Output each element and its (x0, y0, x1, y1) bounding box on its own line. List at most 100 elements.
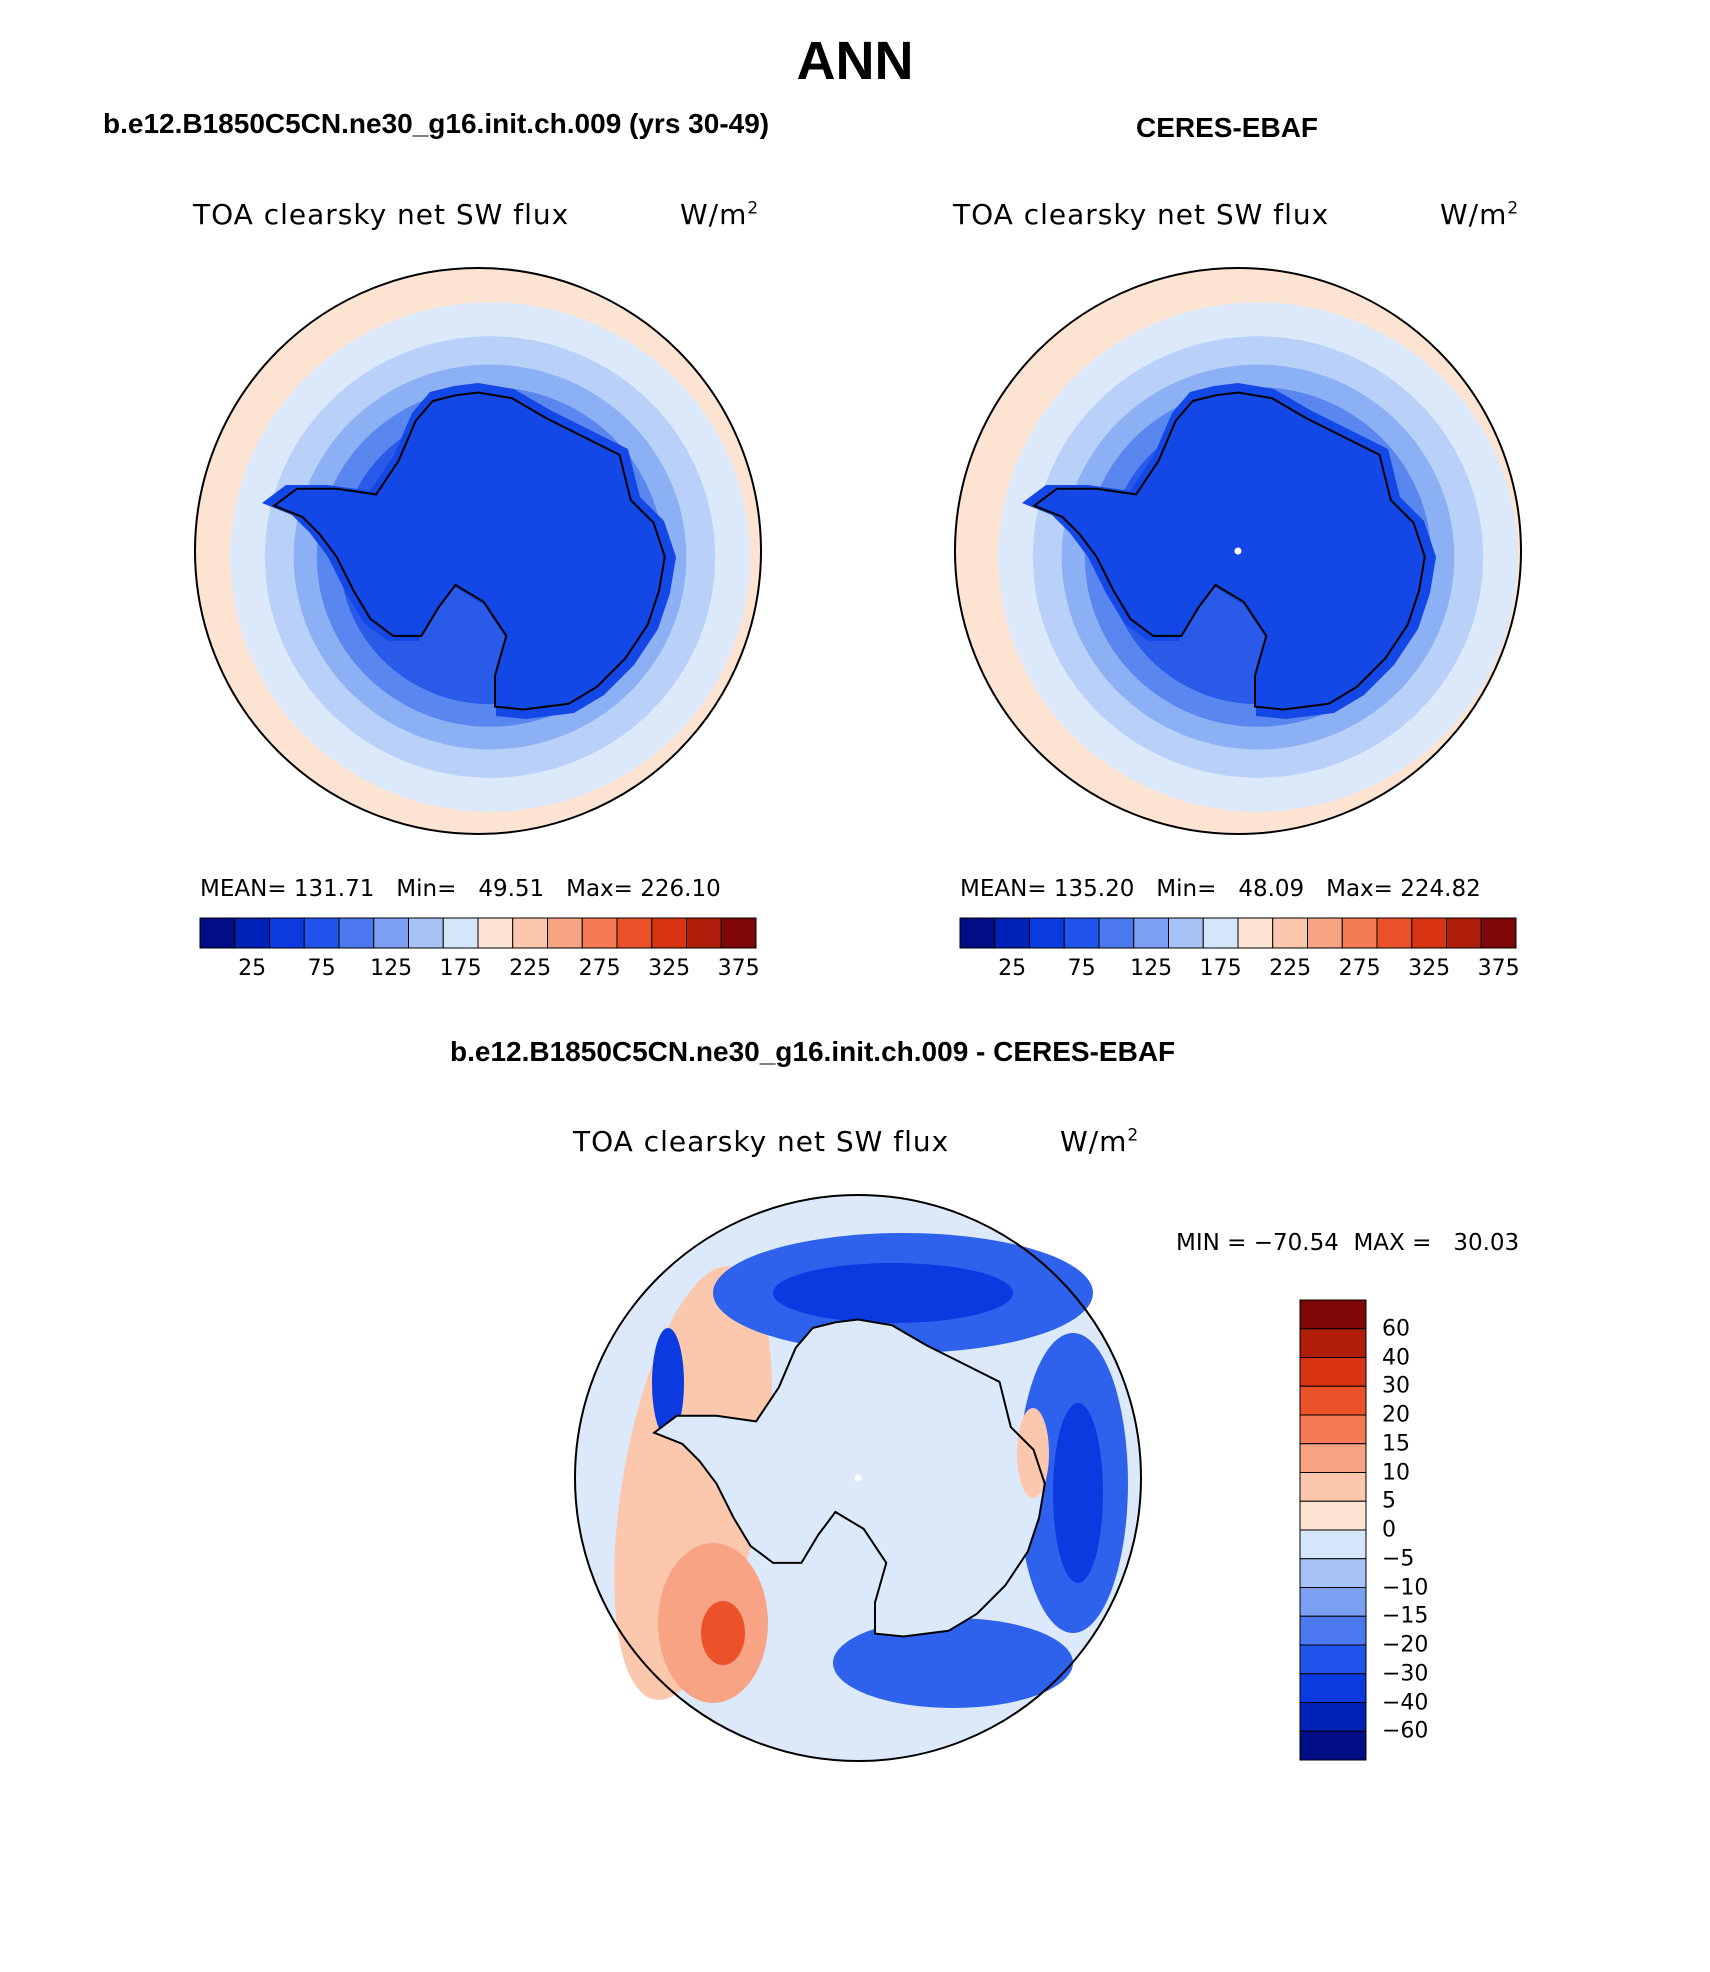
antarctica-coastline (1032, 391, 1426, 711)
colorbar-box (1299, 1472, 1367, 1502)
colorbar-tick-label: 20 (1382, 1402, 1410, 1428)
panel-2-heading: CERES-EBAF (1136, 112, 1319, 143)
colorbar-box (1272, 917, 1308, 949)
colorbar-tick-label: 275 (1338, 956, 1381, 981)
colorbar-box (651, 917, 687, 949)
panel-2-variable: TOA clearsky net SW flux (953, 198, 1330, 231)
colorbar-tick-label: −5 (1382, 1546, 1415, 1572)
colorbar-tick-label: 40 (1382, 1345, 1410, 1370)
colorbar-tick-label: 325 (1408, 956, 1451, 981)
colorbar-tick-label: 225 (509, 956, 552, 981)
panel-3-difference-map (574, 1194, 1142, 1762)
colorbar-tick-label: 5 (1382, 1488, 1396, 1514)
colorbar-box (442, 917, 479, 949)
colorbar-box (581, 917, 618, 949)
colorbar-box (1299, 1587, 1367, 1617)
colorbar-tick-label: 275 (578, 956, 621, 981)
colorbar-box (1411, 917, 1447, 949)
continent-fill (654, 1319, 1045, 1637)
colorbar-tick-label: 325 (648, 956, 691, 981)
panel-3-variable: TOA clearsky net SW flux (573, 1125, 950, 1158)
colorbar-box (234, 917, 270, 949)
panel-1-stats: MEAN= 131.71 Min= 49.51 Max= 226.10 (200, 876, 721, 902)
colorbar-tick-label: 10 (1382, 1460, 1410, 1485)
colorbar-tick-label: −40 (1382, 1690, 1429, 1715)
colorbar-box (1133, 917, 1169, 949)
colorbar-box (1299, 1357, 1367, 1387)
colorbar-tick-label: 0 (1382, 1517, 1396, 1543)
negative-anomaly-east-core (1053, 1403, 1103, 1583)
colorbar-box (1237, 917, 1274, 949)
colorbar-box (1098, 917, 1135, 949)
colorbar-box (477, 917, 514, 949)
panel-2-units: W/m2 (1440, 198, 1520, 231)
colorbar-box (1299, 1558, 1367, 1588)
colorbar-tick-label: 25 (998, 956, 1027, 981)
colorbar-box (1446, 917, 1482, 949)
colorbar-box (1299, 1644, 1367, 1675)
colorbar-box (1063, 917, 1100, 949)
colorbar-box (303, 917, 340, 949)
colorbar-box (1299, 1702, 1367, 1732)
negative-anomaly-north-core (773, 1263, 1013, 1323)
colorbar-tick-label: −15 (1382, 1603, 1429, 1629)
antarctica-coastline (652, 1318, 1046, 1638)
panel-1-units: W/m2 (680, 198, 760, 231)
colorbar-box (1202, 917, 1239, 949)
colorbar-box (1341, 917, 1378, 949)
panel-1-colorbar-labels: 25 75 125 175 225 275 325 375 (200, 956, 760, 986)
map-boundary (574, 1194, 1142, 1762)
map-boundary (194, 267, 762, 835)
negative-anomaly-peninsula (652, 1328, 684, 1438)
colorbar-box (373, 917, 409, 949)
panel-1-polar-map (194, 267, 762, 835)
colorbar-box (1029, 917, 1065, 949)
colorbar-box (720, 917, 757, 949)
colorbar-box (1299, 1443, 1367, 1473)
colorbar-tick-label: 175 (1199, 956, 1242, 981)
coastal-positive-east (1017, 1408, 1049, 1498)
colorbar-tick-label: 60 (1382, 1316, 1410, 1342)
colorbar-tick-label: −30 (1382, 1661, 1429, 1687)
colorbar-box (1299, 1328, 1367, 1358)
colorbar-box (408, 917, 444, 949)
panel-3-heading: b.e12.B1850C5CN.ne30_g16.init.ch.009 - C… (450, 1036, 1176, 1067)
panel-3-colorbar (1299, 1299, 1367, 1761)
colorbar-box (269, 917, 305, 949)
panel-1-colorbar (199, 917, 757, 949)
positive-anomaly-core (701, 1601, 745, 1665)
colorbar-tick-label: 225 (1269, 956, 1312, 981)
colorbar-box (1480, 917, 1517, 949)
colorbar-box (1299, 1500, 1367, 1531)
panel-2-colorbar (959, 917, 1517, 949)
figure-title: ANN (796, 31, 914, 91)
colorbar-box (1299, 1730, 1367, 1761)
colorbar-box (959, 917, 996, 949)
colorbar-box (338, 917, 375, 949)
panel-1-variable: TOA clearsky net SW flux (193, 198, 570, 231)
colorbar-tick-label: 30 (1382, 1373, 1410, 1399)
colorbar-box (616, 917, 653, 949)
colorbar-tick-label: −10 (1382, 1575, 1429, 1600)
pole-marker (1234, 547, 1242, 555)
colorbar-box (686, 917, 722, 949)
colorbar-box (1299, 1673, 1367, 1703)
panel-2-colorbar-labels: 25 75 125 175 225 275 325 375 (960, 956, 1520, 986)
negative-anomaly-south (833, 1618, 1073, 1708)
colorbar-box (512, 917, 548, 949)
panel-3-colorbar-labels: 60 40 30 20 15 10 5 0 −5 −10 −15 −20 −30 −40 −60 (1382, 1300, 1462, 1760)
colorbar-box (1299, 1299, 1367, 1330)
colorbar-tick-label: 375 (717, 956, 760, 981)
colorbar-tick-label: 125 (1130, 956, 1173, 981)
colorbar-box (994, 917, 1030, 949)
panel-3-units: W/m2 (1060, 1125, 1140, 1158)
panel-2-stats: MEAN= 135.20 Min= 48.09 Max= 224.82 (960, 876, 1481, 902)
colorbar-box (1299, 1529, 1367, 1560)
colorbar-tick-label: 75 (1067, 956, 1096, 981)
colorbar-box (1299, 1615, 1367, 1646)
colorbar-box (199, 917, 236, 949)
colorbar-tick-label: −20 (1382, 1632, 1429, 1658)
colorbar-box (1168, 917, 1204, 949)
antarctica-coastline (272, 391, 666, 711)
panel-3-stats: MIN = −70.54 MAX = 30.03 (1176, 1230, 1520, 1256)
